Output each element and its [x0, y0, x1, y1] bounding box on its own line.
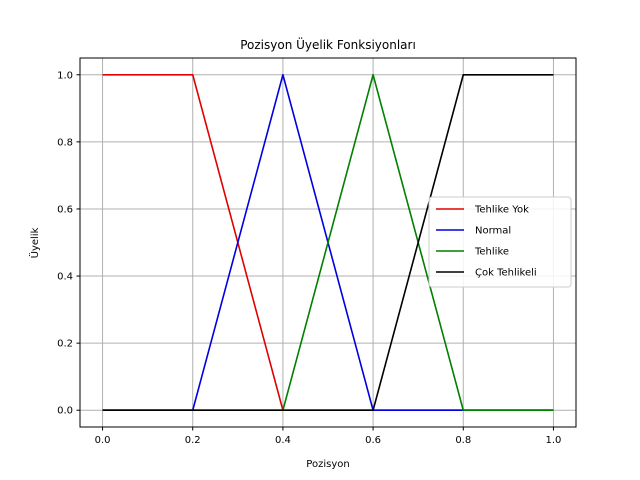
x-tick-label: 0.4	[275, 435, 291, 446]
x-axis-label: Pozisyon	[306, 459, 349, 470]
series-lines	[102, 73, 554, 412]
legend-entry-label: Tehlike Yok	[474, 205, 529, 216]
x-tick-label: 0.8	[455, 435, 471, 446]
x-tick-label: 0.6	[365, 435, 381, 446]
chart-title: Pozisyon Üyelik Fonksiyonları	[240, 36, 416, 52]
legend-entry-label: Normal	[475, 226, 511, 237]
y-tick-label: 1.0	[57, 70, 73, 81]
x-tick-label: 0.0	[95, 435, 111, 446]
y-tick-label: 0.0	[57, 406, 73, 417]
series-line-ok-tehlikeli	[102, 73, 554, 412]
legend-frame	[428, 196, 572, 288]
x-tick-label: 0.2	[185, 435, 201, 446]
y-tick-label: 0.8	[57, 137, 73, 148]
y-tick-label: 0.2	[57, 339, 73, 350]
x-tick-label: 1.0	[546, 435, 562, 446]
legend: Tehlike Yok Normal Tehlike Çok Tehlikeli	[428, 196, 572, 288]
y-tick-label: 0.6	[57, 204, 73, 215]
legend-entry-label: Çok Tehlikeli	[475, 268, 537, 279]
y-axis-label: Üyelik	[28, 227, 41, 258]
y-tick-label: 0.4	[57, 272, 73, 283]
legend-entry-label: Tehlike	[474, 247, 509, 258]
plot-frame	[79, 57, 577, 428]
ticks: 0.0 0.2 0.4 0.6 0.8 1.0 0.0 0.2 0.4 0.6 0.8 1.0	[57, 70, 561, 446]
